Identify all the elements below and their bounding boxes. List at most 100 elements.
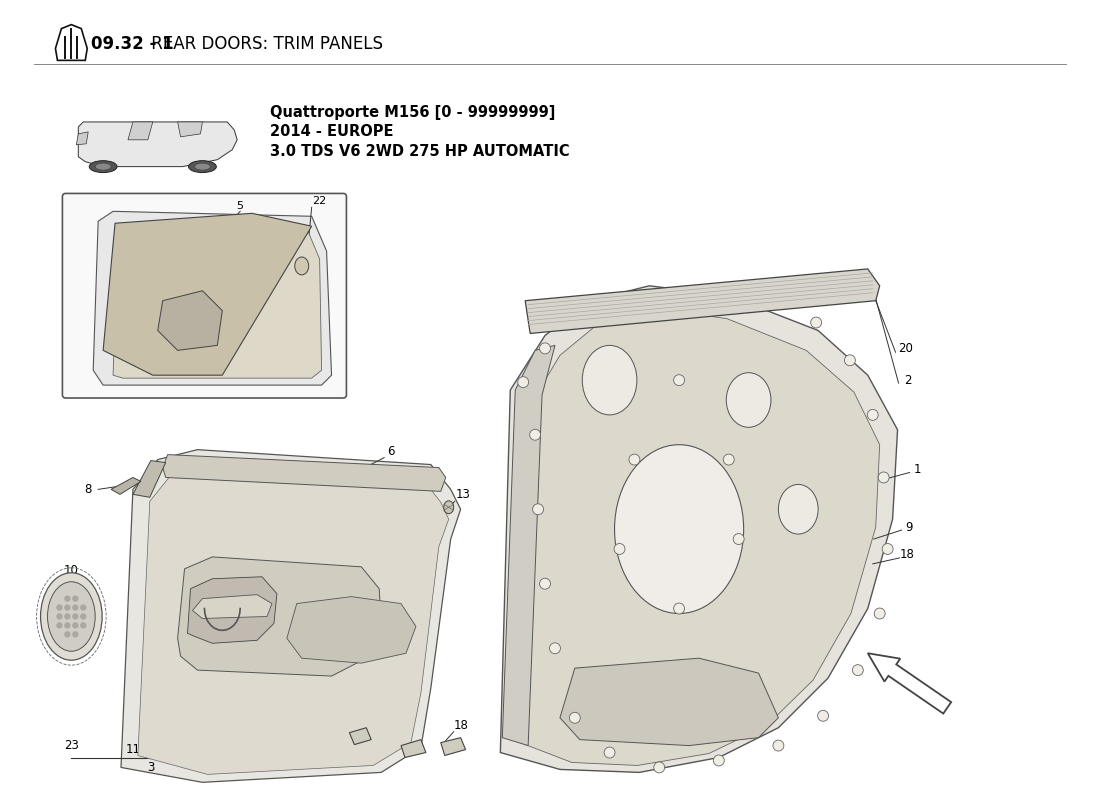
Polygon shape	[441, 738, 465, 755]
Ellipse shape	[96, 163, 111, 170]
Ellipse shape	[582, 346, 637, 415]
Circle shape	[540, 578, 550, 589]
Ellipse shape	[89, 161, 117, 173]
Polygon shape	[350, 728, 372, 745]
Text: REAR DOORS: TRIM PANELS: REAR DOORS: TRIM PANELS	[146, 35, 383, 54]
Polygon shape	[560, 658, 779, 746]
Text: 2014 - EUROPE: 2014 - EUROPE	[270, 124, 394, 139]
Text: 23: 23	[64, 739, 79, 752]
Polygon shape	[500, 286, 898, 772]
Circle shape	[73, 623, 78, 628]
Circle shape	[65, 614, 70, 619]
Circle shape	[734, 534, 744, 545]
Ellipse shape	[295, 257, 309, 275]
Circle shape	[73, 605, 78, 610]
Circle shape	[878, 472, 889, 483]
Circle shape	[867, 410, 878, 420]
Polygon shape	[157, 290, 222, 350]
Text: 15: 15	[610, 731, 625, 744]
Text: 9: 9	[905, 521, 913, 534]
Ellipse shape	[615, 445, 744, 614]
Circle shape	[882, 543, 893, 554]
Circle shape	[773, 740, 784, 751]
Circle shape	[529, 430, 540, 440]
Circle shape	[874, 608, 886, 619]
Text: 7: 7	[166, 564, 174, 578]
Circle shape	[518, 377, 529, 387]
Polygon shape	[402, 740, 426, 758]
Polygon shape	[187, 577, 277, 643]
Text: 1: 1	[914, 463, 921, 476]
Circle shape	[73, 596, 78, 601]
Circle shape	[614, 543, 625, 554]
Ellipse shape	[195, 163, 210, 170]
Ellipse shape	[779, 485, 818, 534]
Circle shape	[57, 605, 62, 610]
Circle shape	[724, 454, 734, 465]
Circle shape	[65, 596, 70, 601]
Circle shape	[673, 603, 684, 614]
Text: 8: 8	[85, 483, 92, 496]
Polygon shape	[121, 450, 461, 782]
Ellipse shape	[726, 373, 771, 427]
Polygon shape	[113, 223, 321, 378]
Polygon shape	[138, 467, 449, 774]
Text: 13: 13	[455, 488, 470, 501]
Circle shape	[604, 747, 615, 758]
FancyBboxPatch shape	[63, 194, 346, 398]
Circle shape	[673, 374, 684, 386]
Text: 5: 5	[236, 202, 244, 211]
Polygon shape	[177, 122, 202, 137]
Circle shape	[845, 355, 856, 366]
Circle shape	[550, 643, 560, 654]
Polygon shape	[94, 211, 331, 385]
Circle shape	[764, 298, 776, 308]
Polygon shape	[163, 454, 446, 491]
Circle shape	[57, 614, 62, 619]
Text: 11: 11	[125, 743, 141, 756]
Text: 3: 3	[147, 761, 154, 774]
Text: 22: 22	[312, 196, 327, 206]
Circle shape	[80, 614, 86, 619]
Circle shape	[73, 614, 78, 619]
Circle shape	[629, 454, 640, 465]
Circle shape	[65, 605, 70, 610]
Circle shape	[80, 623, 86, 628]
Ellipse shape	[47, 582, 96, 651]
FancyArrow shape	[868, 654, 952, 714]
Circle shape	[57, 623, 62, 628]
Circle shape	[532, 504, 543, 514]
Text: 20: 20	[898, 342, 913, 355]
Text: Quattroporte M156 [0 - 99999999]: Quattroporte M156 [0 - 99999999]	[270, 105, 556, 119]
Polygon shape	[520, 309, 880, 766]
Text: 21: 21	[372, 620, 387, 633]
Ellipse shape	[188, 161, 217, 173]
Text: 6: 6	[387, 445, 395, 458]
Text: 18: 18	[453, 719, 469, 732]
Polygon shape	[128, 122, 153, 140]
Text: 18: 18	[900, 549, 915, 562]
Text: 4: 4	[644, 731, 651, 744]
Polygon shape	[525, 269, 880, 334]
Text: 3.0 TDS V6 2WD 275 HP AUTOMATIC: 3.0 TDS V6 2WD 275 HP AUTOMATIC	[270, 144, 570, 159]
Text: 14: 14	[374, 711, 388, 724]
Polygon shape	[287, 597, 416, 663]
Circle shape	[73, 632, 78, 637]
Circle shape	[80, 605, 86, 610]
Circle shape	[653, 762, 664, 773]
Polygon shape	[76, 132, 88, 145]
Circle shape	[712, 290, 723, 301]
Polygon shape	[111, 478, 141, 494]
Polygon shape	[192, 594, 272, 618]
Ellipse shape	[443, 501, 453, 514]
Circle shape	[65, 623, 70, 628]
Text: 10: 10	[64, 564, 79, 578]
Circle shape	[662, 290, 672, 301]
Text: 09.32 - 1: 09.32 - 1	[91, 35, 174, 54]
Circle shape	[852, 665, 864, 675]
Ellipse shape	[41, 573, 102, 660]
Circle shape	[817, 710, 828, 722]
Text: 2: 2	[904, 374, 911, 386]
Circle shape	[811, 317, 822, 328]
Polygon shape	[133, 461, 166, 498]
